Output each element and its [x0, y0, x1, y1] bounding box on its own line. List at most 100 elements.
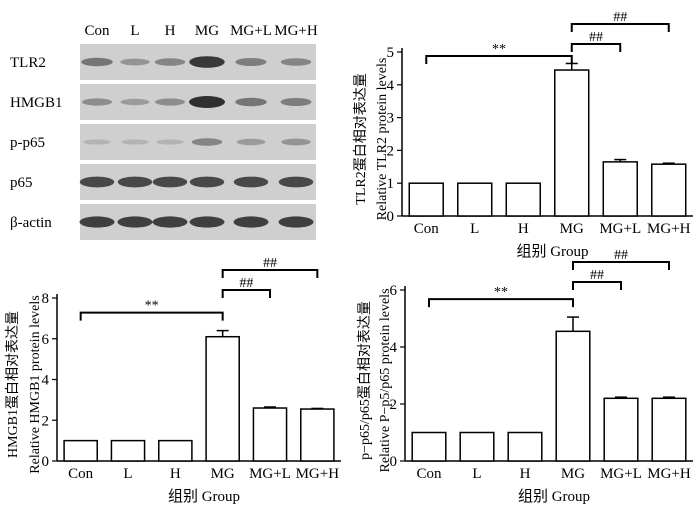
blot-band [121, 139, 149, 145]
blot-band [120, 58, 150, 66]
significance-label: ** [492, 42, 506, 57]
x-tick-label: MG+L [249, 466, 291, 482]
y-tick-label: 4 [42, 373, 50, 389]
significance-label: ## [589, 30, 603, 45]
blot-band [189, 56, 225, 68]
bar [300, 408, 335, 462]
blot-lane-label: L [130, 23, 139, 39]
bar [252, 407, 288, 462]
significance-label: ## [263, 256, 277, 271]
x-tick-label: Con [414, 221, 440, 237]
y-tick-label: 0 [387, 209, 395, 225]
blot-lane-label: H [165, 23, 176, 39]
x-tick-label: H [518, 221, 529, 237]
y-tick-label: 3 [387, 111, 395, 127]
blot-lane-label: Con [84, 23, 110, 39]
bar [459, 431, 495, 462]
bar [408, 182, 444, 217]
blot-band [152, 176, 188, 188]
blot-band [236, 138, 266, 146]
significance-label: ** [494, 285, 508, 300]
bar [63, 439, 98, 462]
x-tick-label: H [170, 466, 181, 482]
x-tick-label: Con [68, 466, 94, 482]
significance-bracket [572, 261, 670, 270]
p-p65-bar-chart: 0 2 4 6 Con L H MG MG+L MG+H ** ## ## p−p65/p65蛋白相对表达… [357, 248, 693, 505]
blot-band [83, 139, 111, 145]
bar [505, 182, 541, 217]
blot-band [81, 57, 113, 67]
x-tick-label: MG [561, 466, 585, 482]
blot-band [82, 98, 112, 106]
blot-band [189, 216, 225, 228]
blot-band [154, 58, 186, 66]
y-axis-label-chinese: HMGB1蛋白相对表达量 [5, 311, 21, 458]
bar [554, 69, 590, 217]
significance-label: ## [590, 268, 604, 283]
blot-band [278, 176, 314, 188]
y-tick-label: 0 [390, 454, 398, 470]
x-tick-label: L [470, 221, 479, 237]
blot-band [79, 216, 115, 228]
x-tick-label: MG+L [600, 466, 642, 482]
blot-band [281, 138, 311, 146]
significance-label: ## [239, 276, 253, 291]
y-tick-label: 4 [390, 340, 398, 356]
blot-band [117, 176, 153, 188]
y-tick-label: 2 [390, 397, 398, 413]
significance-bracket [428, 298, 574, 308]
significance-label: ## [613, 10, 627, 25]
bar [555, 330, 591, 462]
y-tick-label: 6 [390, 283, 398, 299]
blot-band [235, 97, 267, 107]
hmgb1-bar-chart: 0 2 4 6 8 Con L H MG MG+L MG+H ** ## ## HMGB1蛋白相对表达量 Re… [5, 256, 341, 505]
y-axis-label-english: Relative HMGB1 protein levels [28, 295, 43, 473]
bar [507, 431, 543, 462]
blot-band [155, 98, 185, 106]
blot-band [120, 98, 150, 106]
blot-band [156, 139, 184, 145]
y-axis-label-chinese: p−p65/p65蛋白相对表达量 [357, 301, 373, 460]
blot-row-label: p-p65 [10, 135, 45, 151]
x-tick-label: MG+H [647, 221, 691, 237]
significance-bracket [572, 281, 622, 290]
x-tick-label: H [520, 466, 531, 482]
x-axis-label: 组别 Group [516, 243, 588, 260]
x-tick-label: MG [211, 466, 235, 482]
x-tick-label: MG+L [599, 221, 641, 237]
blot-row-label: HMGB1 [10, 95, 63, 111]
blot-lane-label: MG+H [274, 23, 318, 39]
bar [651, 397, 687, 462]
x-tick-label: Con [416, 466, 442, 482]
y-tick-label: 2 [387, 143, 395, 159]
y-tick-label: 1 [387, 176, 395, 192]
x-tick-label: L [123, 466, 132, 482]
significance-bracket [221, 289, 271, 298]
x-tick-label: MG [560, 221, 584, 237]
significance-label: ## [614, 248, 628, 263]
blot-band [280, 58, 312, 66]
blot-band [189, 176, 225, 188]
tlr2-bar-chart: 0 1 2 3 4 5 Con L H MG MG+L MG+H ** ## ## TLR2蛋白相对表达量 Re… [353, 10, 693, 260]
x-tick-label: MG+H [647, 466, 691, 482]
blot-band [189, 96, 225, 108]
bar [158, 439, 193, 462]
x-tick-label: L [472, 466, 481, 482]
bar [602, 161, 638, 217]
blot-band [191, 138, 223, 146]
blot-lane-label: MG [195, 23, 219, 39]
blot-band [278, 216, 314, 228]
blot-band [235, 58, 267, 66]
bar [457, 182, 493, 217]
y-tick-label: 0 [42, 454, 50, 470]
blot-band [233, 216, 269, 228]
significance-bracket [570, 23, 670, 32]
bar [110, 439, 146, 462]
blot-band [280, 98, 312, 106]
significance-bracket [570, 43, 622, 52]
blot-band [79, 176, 115, 188]
blot-band [233, 176, 269, 188]
significance-bracket [221, 269, 319, 278]
y-axis-label-english: Relative P−p5/p65 protein levels [378, 288, 393, 472]
